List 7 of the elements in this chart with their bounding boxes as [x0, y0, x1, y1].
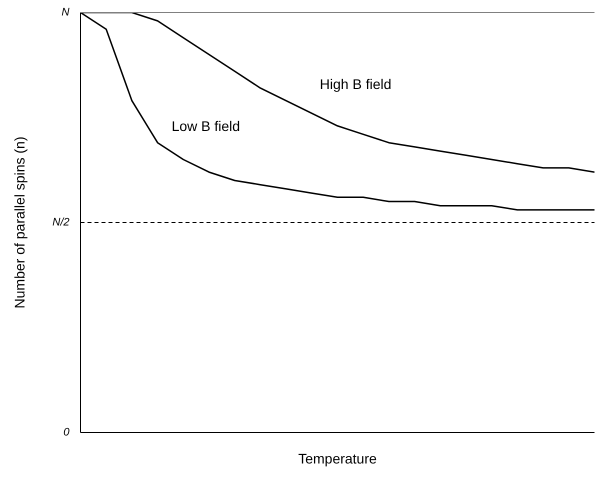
x-axis-title: Temperature	[298, 450, 378, 466]
series-label: Low B field	[172, 118, 240, 134]
ref-line-label: N/2	[52, 216, 70, 228]
y-axis-title: Number of parallel spins (n)	[11, 136, 28, 308]
ref-line-label: N	[62, 6, 70, 18]
ref-line-label: 0	[63, 426, 70, 438]
series-label: High B field	[320, 76, 392, 92]
